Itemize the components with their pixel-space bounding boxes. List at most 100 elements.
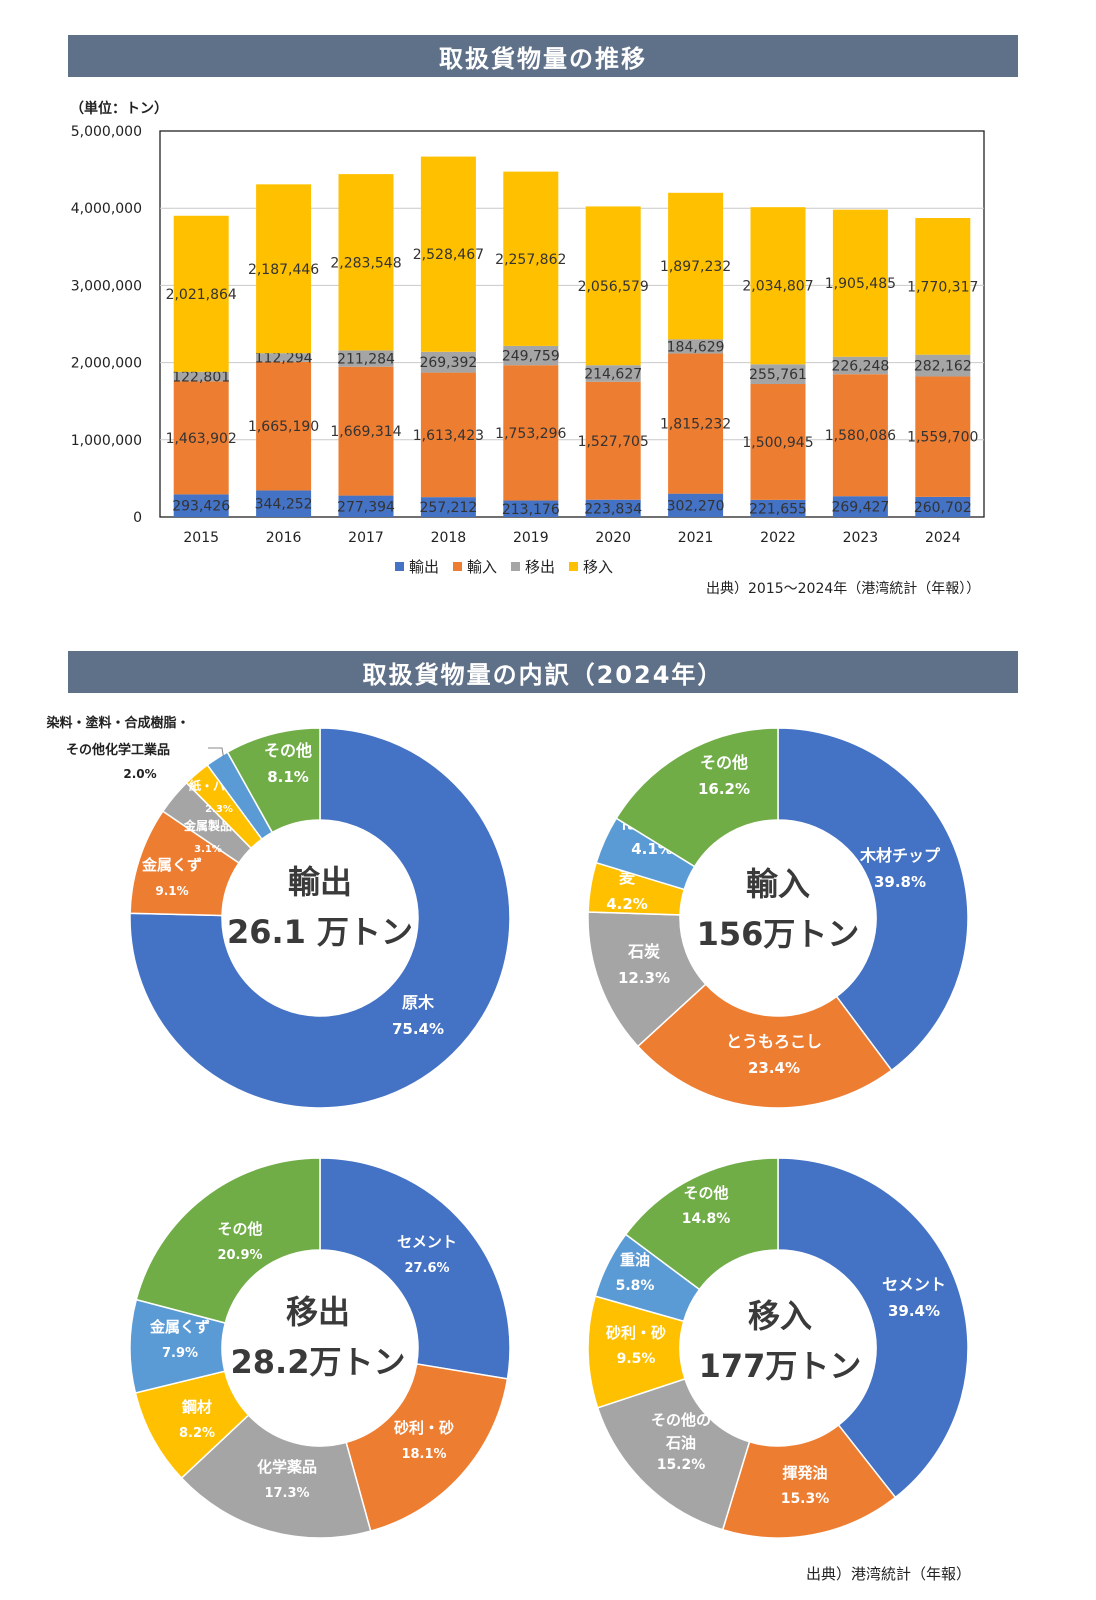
bar-data-label: 1,463,902 xyxy=(166,431,237,447)
bar-segment xyxy=(585,206,641,366)
x-tick-label: 2024 xyxy=(925,530,961,546)
bar-data-label: 269,427 xyxy=(831,500,889,516)
bar-data-label: 1,669,314 xyxy=(330,424,401,440)
legend-label: 輸入 xyxy=(467,558,498,576)
bar-data-label: 1,753,296 xyxy=(495,426,566,442)
plot-frame xyxy=(159,130,985,518)
bar-segment xyxy=(585,365,641,382)
donut-slice xyxy=(624,1157,779,1291)
donut-total: 177万トン xyxy=(698,1347,862,1385)
donut-slice xyxy=(345,1363,509,1533)
bar-segment xyxy=(668,353,724,494)
bar-segment xyxy=(915,354,971,377)
bar-data-label: 1,665,190 xyxy=(248,419,319,435)
x-tick-label: 2022 xyxy=(760,530,796,546)
bar-segment xyxy=(173,215,229,372)
donut-slice xyxy=(226,727,321,834)
slice-label: 化学薬品 xyxy=(257,1458,317,1476)
bar-segment xyxy=(256,353,312,362)
bar-data-label: 1,897,232 xyxy=(660,259,731,275)
bar-data-label: 344,252 xyxy=(255,497,313,513)
x-tick-label: 2017 xyxy=(348,530,384,546)
donut-slice xyxy=(636,983,893,1109)
bar-data-label: 2,283,548 xyxy=(330,255,401,271)
slice-pct: 12.3% xyxy=(618,969,670,987)
slice-label: 石油 xyxy=(665,1434,696,1452)
legend-swatch xyxy=(511,562,521,571)
trend-title-banner: 取扱貨物量の推移 xyxy=(68,35,1018,77)
donut-title: 輸入 xyxy=(745,865,810,903)
slice-pct: 23.4% xyxy=(748,1059,800,1077)
slice-pct: 2.3% xyxy=(205,804,233,815)
bar-segment xyxy=(173,371,229,382)
bar-data-label: 249,759 xyxy=(502,349,560,365)
slice-pct: 7.9% xyxy=(162,1346,198,1361)
donut-slice xyxy=(180,1414,372,1539)
donut-title: 輸出 xyxy=(287,863,352,901)
bar-segment xyxy=(338,495,394,517)
bar-data-label: 221,655 xyxy=(749,501,807,517)
legend-label: 移入 xyxy=(583,558,614,576)
bar-segment xyxy=(503,171,559,346)
x-tick-label: 2021 xyxy=(678,530,714,546)
legend-label: 移出 xyxy=(525,558,556,576)
slice-pct: 9.5% xyxy=(617,1351,656,1367)
donut-slice xyxy=(777,727,969,1072)
slice-pct: 9.1% xyxy=(155,884,188,898)
legend-swatch xyxy=(453,562,463,571)
slice-pct: 14.8% xyxy=(682,1211,731,1227)
slice-pct: 39.4% xyxy=(888,1302,940,1320)
bar-segment xyxy=(338,366,394,496)
y-tick-label: 5,000,000 xyxy=(71,124,142,140)
legend-label: 輸出 xyxy=(409,558,440,576)
bar-data-label: 255,761 xyxy=(749,367,807,383)
bar-segment xyxy=(420,351,476,373)
unit-label: （単位：トン） xyxy=(70,101,168,117)
bar-segment xyxy=(420,156,476,352)
bar-segment xyxy=(420,372,476,498)
slice-pct: 5.8% xyxy=(616,1278,655,1294)
slice-label: 鋼材 xyxy=(181,1398,212,1416)
bar-data-label: 1,815,232 xyxy=(660,417,731,433)
bar-segment xyxy=(420,497,476,517)
bar-segment xyxy=(256,490,312,517)
y-tick-label: 1,000,000 xyxy=(71,433,142,449)
bar-data-label: 213,176 xyxy=(502,502,560,518)
bar-data-label: 214,627 xyxy=(584,366,642,382)
bar-data-label: 226,248 xyxy=(831,358,889,374)
bar-data-label: 1,559,700 xyxy=(907,430,978,446)
callout-leader xyxy=(208,747,225,761)
slice-label: セメント xyxy=(397,1233,457,1251)
bar-segment xyxy=(668,192,724,340)
slice-pct: 8.2% xyxy=(179,1426,215,1441)
bar-data-label: 2,187,446 xyxy=(248,262,319,278)
bar-data-label: 257,212 xyxy=(419,500,477,516)
legend-item: 輸入 xyxy=(453,556,497,577)
slice-label: 石炭 xyxy=(627,942,660,961)
breakdown-title-banner: 取扱貨物量の内訳（2024年） xyxy=(68,651,1018,693)
bar-segment xyxy=(585,381,641,500)
bar-data-label: 1,770,317 xyxy=(907,279,978,295)
bar-data-label: 184,629 xyxy=(667,339,725,355)
donut-slice xyxy=(615,727,779,868)
bar-data-label: 1,580,086 xyxy=(825,428,896,444)
bar-segment xyxy=(173,494,229,517)
slice-pct: 3.1% xyxy=(194,844,222,855)
slice-pct: 20.9% xyxy=(217,1248,262,1263)
slice-label: 砂利・砂 xyxy=(606,1324,666,1342)
bar-data-label: 2,056,579 xyxy=(578,279,649,295)
donut-center-import: 輸入 156万トン xyxy=(668,868,888,950)
x-tick-label: 2015 xyxy=(183,530,219,546)
bar-segment xyxy=(503,365,559,501)
slice-label: 重油 xyxy=(620,1251,650,1269)
slice-pct: 15.2% xyxy=(657,1457,706,1473)
bar-segment xyxy=(338,350,394,367)
bar-data-label: 112,294 xyxy=(255,351,313,367)
legend-swatch xyxy=(569,562,579,571)
callout-label: 染料・塗料・合成樹脂・ xyxy=(45,715,189,731)
bar-segment xyxy=(750,207,806,365)
bar-segment xyxy=(915,376,971,497)
slice-pct: 4.2% xyxy=(606,895,648,913)
bar-data-label: 223,834 xyxy=(584,501,642,517)
bar-data-label: 1,905,485 xyxy=(825,276,896,292)
